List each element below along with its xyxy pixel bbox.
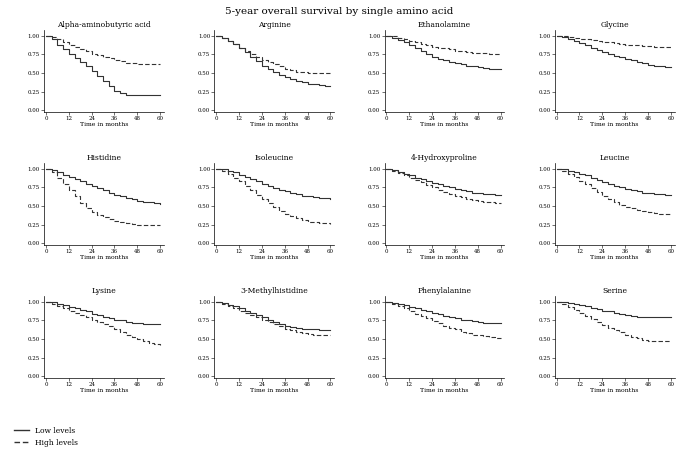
Title: Arginine: Arginine [258, 21, 291, 29]
X-axis label: Time in months: Time in months [420, 388, 468, 393]
X-axis label: Time in months: Time in months [80, 122, 128, 127]
Title: Phenylalanine: Phenylalanine [418, 287, 471, 295]
X-axis label: Time in months: Time in months [591, 388, 639, 393]
Title: Serine: Serine [602, 287, 627, 295]
Title: Glycine: Glycine [600, 21, 629, 29]
Title: Alpha-aminobutyric acid: Alpha-aminobutyric acid [57, 21, 151, 29]
X-axis label: Time in months: Time in months [591, 256, 639, 261]
Title: Isoleucine: Isoleucine [255, 154, 294, 162]
X-axis label: Time in months: Time in months [80, 388, 128, 393]
Title: 3-Methylhistidine: 3-Methylhistidine [241, 287, 308, 295]
Title: 4-Hydroxyproline: 4-Hydroxyproline [411, 154, 478, 162]
X-axis label: Time in months: Time in months [250, 388, 298, 393]
Title: Leucine: Leucine [599, 154, 630, 162]
Title: Lysine: Lysine [92, 287, 117, 295]
X-axis label: Time in months: Time in months [420, 256, 468, 261]
Title: Histidine: Histidine [87, 154, 121, 162]
X-axis label: Time in months: Time in months [420, 122, 468, 127]
X-axis label: Time in months: Time in months [250, 122, 298, 127]
Legend: Low levels, High levels: Low levels, High levels [11, 424, 81, 450]
Title: Ethanolamine: Ethanolamine [418, 21, 471, 29]
X-axis label: Time in months: Time in months [591, 122, 639, 127]
X-axis label: Time in months: Time in months [80, 256, 128, 261]
Text: 5-year overall survival by single amino acid: 5-year overall survival by single amino … [225, 7, 453, 16]
X-axis label: Time in months: Time in months [250, 256, 298, 261]
